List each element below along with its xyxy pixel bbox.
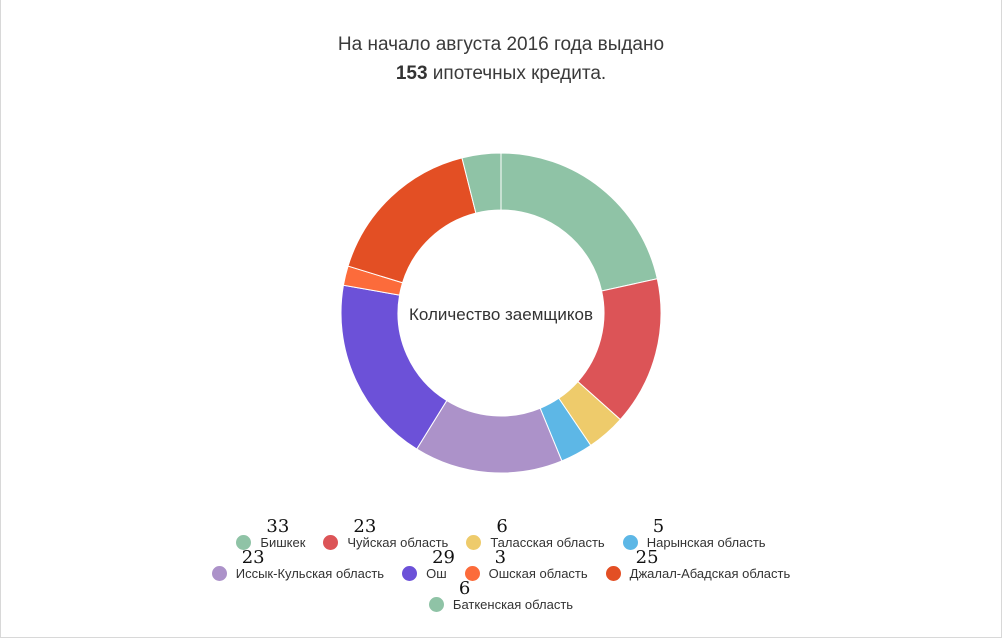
legend-item[interactable]: Ошская область 3 <box>464 549 588 582</box>
chart-legend: Бишкек 33 Чуйская область 23 Таласская облас… <box>0 518 1002 613</box>
legend-item[interactable]: Баткенская область 6 <box>428 580 574 613</box>
legend-item[interactable]: Джалал-Абадская область 25 <box>605 549 791 582</box>
legend-item[interactable]: Бишкек 33 <box>236 518 306 551</box>
legend-label: Таласская область <box>490 535 605 550</box>
legend-marker-icon <box>466 535 482 550</box>
donut-slice[interactable] <box>500 152 658 292</box>
legend-item[interactable]: Нарынская область 5 <box>622 518 766 551</box>
legend-marker-icon <box>211 566 227 581</box>
legend-label: Ош <box>426 566 447 581</box>
legend-marker-icon <box>464 566 480 581</box>
legend-value-label: 33 <box>266 516 290 537</box>
legend-marker-icon <box>236 535 252 550</box>
legend-item[interactable]: Ош 29 <box>402 549 455 582</box>
legend-row: Баткенская область 6 <box>0 580 1002 613</box>
donut-slice[interactable] <box>461 152 502 214</box>
legend-label: Баткенская область <box>452 597 574 612</box>
legend-row: Бишкек 33 Чуйская область 23 Таласская облас… <box>0 518 1002 551</box>
legend-marker-icon <box>622 535 638 550</box>
legend-label: Бишкек <box>260 535 306 550</box>
legend-value-label: 3 <box>494 547 507 568</box>
legend-item[interactable]: Таласская область 6 <box>466 518 605 551</box>
legend-row: Иссык-Кульская область 23 Ош 29 Ошская облас… <box>0 549 1002 582</box>
legend-marker-icon <box>605 566 621 581</box>
legend-item[interactable]: Иссык-Кульская область 23 <box>211 549 385 582</box>
legend-value-label: 29 <box>432 547 455 568</box>
legend-value-label: 6 <box>496 516 508 537</box>
chart-title-line-2: 153 ипотечных кредита. <box>0 59 1002 88</box>
legend-label: Джалал-Абадская область <box>629 566 791 581</box>
legend-item[interactable]: Чуйская область 23 <box>323 518 449 551</box>
legend-marker-icon <box>402 566 418 581</box>
chart-title-count: 153 <box>395 63 428 84</box>
legend-value-label: 23 <box>241 547 265 568</box>
chart-title: На начало августа 2016 года выдано 153 и… <box>0 30 1002 88</box>
legend-value-label: 25 <box>635 547 659 568</box>
legend-value-label: 23 <box>353 516 377 537</box>
legend-label: Нарынская область <box>646 535 766 550</box>
legend-marker-icon <box>428 597 444 612</box>
legend-value-label: 5 <box>652 516 665 537</box>
legend-label: Чуйская область <box>347 535 449 550</box>
chart-title-line-2-text: ипотечных кредита. <box>427 63 607 84</box>
donut-slices <box>340 152 662 474</box>
legend-marker-icon <box>323 535 339 550</box>
chart-title-line-1: На начало августа 2016 года выдано <box>337 34 665 55</box>
legend-value-label: 6 <box>458 578 471 599</box>
donut-slice[interactable] <box>347 157 477 284</box>
donut-center-label: Количество заемщиков <box>409 305 593 324</box>
legend-label: Ошская область <box>488 566 588 581</box>
legend-label: Иссык-Кульская область <box>235 566 385 581</box>
